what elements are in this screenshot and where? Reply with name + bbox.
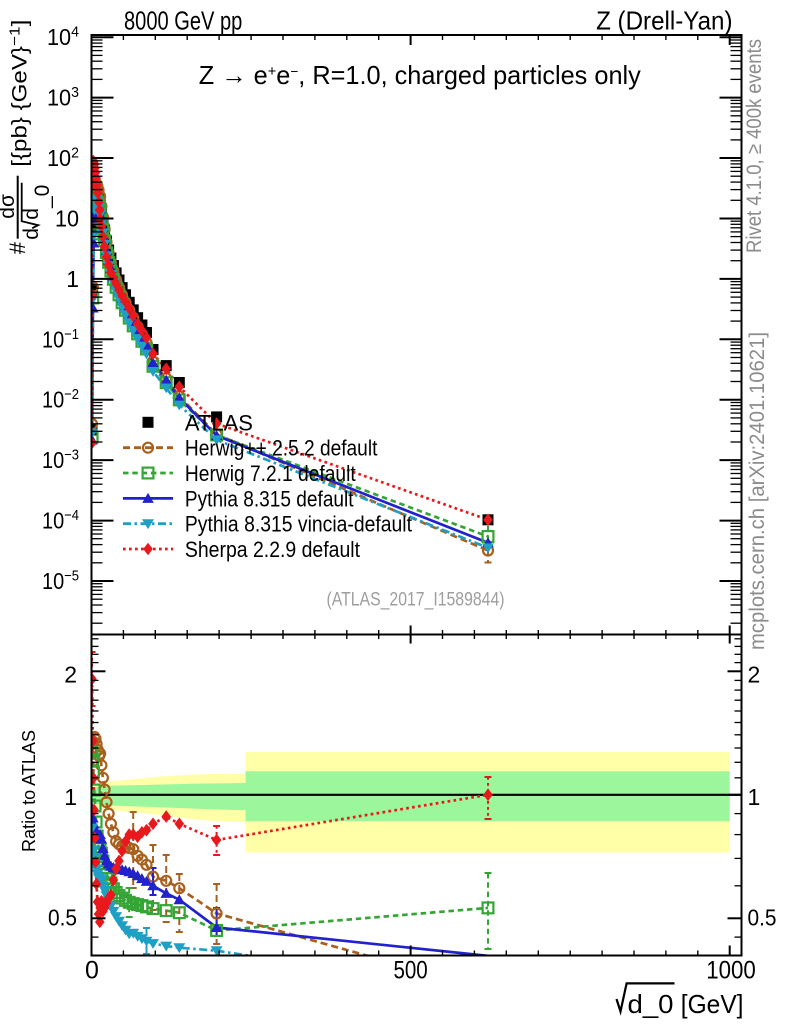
- svg-text:0: 0: [85, 957, 99, 985]
- svg-text:1000: 1000: [706, 957, 756, 985]
- svg-text:102: 102: [47, 145, 79, 172]
- svg-text:Z → e+e−, R=1.0, charged parti: Z → e+e−, R=1.0, charged particles only: [199, 60, 641, 90]
- svg-text:mcplots.cern.ch [arXiv:2401.10: mcplots.cern.ch [arXiv:2401.10621]: [746, 332, 769, 650]
- svg-text:1: 1: [66, 266, 79, 292]
- svg-text:Rivet 4.1.0, ≥ 400k events: Rivet 4.1.0, ≥ 400k events: [743, 39, 766, 253]
- svg-text:[GeV]: [GeV]: [681, 989, 744, 1019]
- svg-text:2: 2: [64, 661, 77, 687]
- svg-text:dσ: dσ: [0, 194, 19, 219]
- svg-text:1: 1: [64, 784, 77, 810]
- svg-text:Pythia 8.315 vincia-default: Pythia 8.315 vincia-default: [185, 512, 412, 537]
- svg-text:#: #: [5, 241, 30, 254]
- svg-text:(ATLAS_2017_I1589844): (ATLAS_2017_I1589844): [327, 589, 505, 611]
- svg-text:500: 500: [393, 957, 427, 985]
- svg-text:0.5: 0.5: [48, 904, 77, 930]
- svg-text:0.5: 0.5: [748, 904, 777, 930]
- svg-text:ATLAS: ATLAS: [185, 410, 253, 435]
- svg-text:2: 2: [748, 661, 761, 687]
- svg-text:Pythia 8.315 default: Pythia 8.315 default: [185, 486, 354, 511]
- svg-text:d: d: [20, 228, 43, 240]
- svg-text:Herwig 7.2.1 default: Herwig 7.2.1 default: [185, 461, 356, 486]
- svg-text:d_0: d_0: [628, 989, 674, 1019]
- svg-text:Sherpa 2.2.9 default: Sherpa 2.2.9 default: [185, 537, 360, 562]
- svg-text:1: 1: [748, 784, 761, 810]
- svg-text:10: 10: [55, 205, 79, 231]
- svg-text:10−5: 10−5: [42, 567, 79, 594]
- svg-text:Herwig++ 2.5.2 default: Herwig++ 2.5.2 default: [185, 436, 378, 461]
- svg-text:Z (Drell-Yan): Z (Drell-Yan): [596, 5, 732, 35]
- svg-text:8000 GeV pp: 8000 GeV pp: [124, 5, 242, 35]
- svg-text:Ratio to ATLAS: Ratio to ATLAS: [19, 730, 39, 852]
